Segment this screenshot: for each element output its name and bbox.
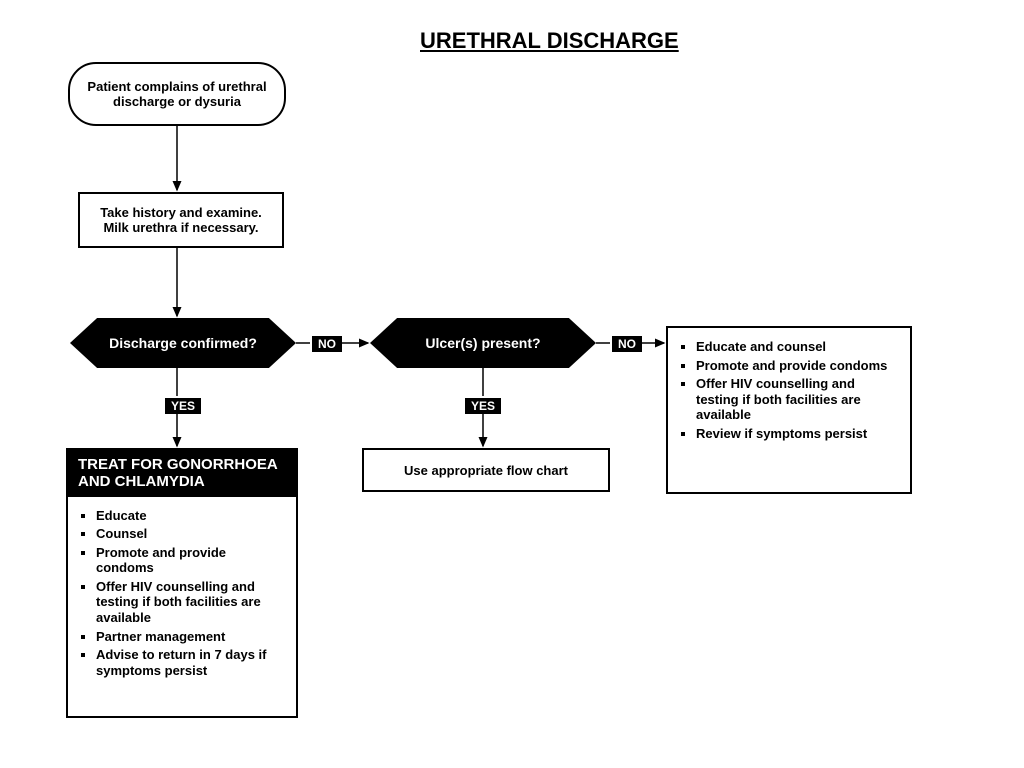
node-start-text: Patient complains of urethral discharge … (78, 79, 276, 109)
label-yes-1: YES (165, 398, 201, 414)
node-info-box: Educate and counsel Promote and provide c… (666, 326, 912, 494)
info-item: Educate and counsel (696, 339, 900, 355)
info-item: Promote and provide condoms (696, 358, 900, 374)
node-history: Take history and examine. Milk urethra i… (78, 192, 284, 248)
treat-item: Counsel (96, 526, 286, 542)
node-discharge-text: Discharge confirmed? (109, 335, 257, 351)
label-no-1: NO (312, 336, 342, 352)
label-yes-2: YES (465, 398, 501, 414)
info-item: Review if symptoms persist (696, 426, 900, 442)
node-treat-box: TREAT FOR GONORRHOEA AND CHLAMYDIA Educa… (66, 448, 298, 718)
info-item: Offer HIV counselling and testing if bot… (696, 376, 900, 423)
node-discharge-question: Discharge confirmed? (70, 318, 296, 368)
label-no-2: NO (612, 336, 642, 352)
treat-item: Educate (96, 508, 286, 524)
node-ulcer-text: Ulcer(s) present? (425, 335, 540, 351)
node-use-flowchart: Use appropriate flow chart (362, 448, 610, 492)
node-use-flowchart-text: Use appropriate flow chart (404, 463, 568, 478)
node-start: Patient complains of urethral discharge … (68, 62, 286, 126)
treat-header: TREAT FOR GONORRHOEA AND CHLAMYDIA (68, 450, 296, 497)
treat-item: Promote and provide condoms (96, 545, 286, 576)
treat-item: Advise to return in 7 days if symptoms p… (96, 647, 286, 678)
treat-body: Educate Counsel Promote and provide condom… (68, 497, 296, 692)
treat-list: Educate Counsel Promote and provide condom… (78, 508, 286, 679)
treat-item: Partner management (96, 629, 286, 645)
node-ulcer-question: Ulcer(s) present? (370, 318, 596, 368)
treat-item: Offer HIV counselling and testing if bot… (96, 579, 286, 626)
node-history-text: Take history and examine. Milk urethra i… (88, 205, 274, 235)
page-title: URETHRAL DISCHARGE (420, 28, 679, 54)
info-list: Educate and counsel Promote and provide c… (678, 339, 900, 442)
